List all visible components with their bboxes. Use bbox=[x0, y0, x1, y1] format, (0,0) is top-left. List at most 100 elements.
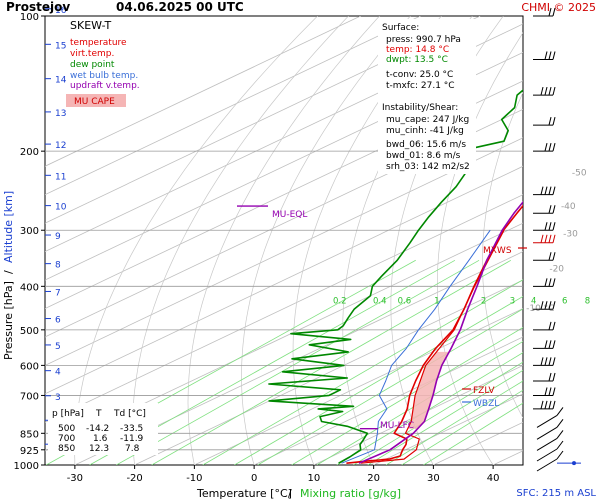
wind-barb-flag bbox=[552, 321, 556, 330]
y-tick-label: 700 bbox=[20, 391, 39, 402]
wind-barb-flag bbox=[552, 357, 556, 366]
isotherm-line bbox=[45, 194, 523, 423]
wind-barb-flag bbox=[552, 186, 556, 195]
isotherm-line bbox=[45, 16, 361, 167]
wind-barb-flag bbox=[548, 321, 552, 330]
x-axis-label-mixing-ratio: Mixing ratio [g/kg] bbox=[300, 487, 401, 500]
y-tick-label: 600 bbox=[20, 361, 39, 372]
x-tick-label: 10 bbox=[308, 473, 321, 484]
y-tick-label: 925 bbox=[20, 446, 39, 457]
mixing-ratio-line bbox=[353, 361, 523, 465]
level-table-bg bbox=[48, 403, 158, 455]
wind-barb bbox=[533, 400, 556, 410]
altitude-tick-label: 14 bbox=[55, 76, 67, 86]
mixing-ratio-line bbox=[401, 389, 523, 465]
mixing-ratio-line bbox=[316, 340, 523, 465]
legend-item-temperature: temperature bbox=[70, 38, 127, 48]
mixing-ratio-line bbox=[291, 327, 523, 465]
wind-barb bbox=[536, 430, 564, 451]
wind-barb-flag bbox=[548, 186, 552, 195]
wind-barb-flag bbox=[544, 340, 548, 349]
altitude-tick-label: 16 bbox=[55, 6, 67, 16]
isotherm-line bbox=[45, 222, 523, 452]
wind-barb-flag bbox=[540, 357, 544, 366]
table-cell: 12.3 bbox=[89, 444, 109, 454]
x-tick-label: 40 bbox=[487, 473, 500, 484]
wind-barb-flag bbox=[552, 372, 556, 382]
wet-bulb-line bbox=[341, 229, 491, 464]
dew-point-line bbox=[268, 89, 523, 464]
wind-barb bbox=[533, 205, 556, 214]
isotherm-line bbox=[134, 279, 523, 465]
wind-barb-staff bbox=[536, 448, 558, 462]
bwd-06-value: bwd_06: 15.6 m/s bbox=[386, 140, 466, 150]
wind-barb-staff bbox=[536, 438, 558, 451]
isotherm-line bbox=[194, 308, 523, 465]
wind-barb-flag bbox=[548, 387, 552, 396]
mixing-ratio-label: 2 bbox=[481, 296, 486, 306]
wind-barb-flag bbox=[556, 419, 564, 428]
wind-barb-flag bbox=[544, 143, 548, 152]
wind-barb-flag bbox=[548, 400, 552, 410]
wind-barb-flag bbox=[548, 51, 552, 60]
wind-barb bbox=[533, 222, 556, 231]
wind-barb-staff bbox=[536, 426, 558, 440]
wind-barb-flag bbox=[556, 407, 564, 416]
y-axis-label-altitude: Altitude [km] bbox=[2, 191, 15, 263]
cape-area bbox=[407, 351, 450, 429]
wind-barb-flag bbox=[544, 186, 548, 195]
wind-barb bbox=[533, 301, 556, 310]
wind-barb bbox=[533, 51, 556, 61]
wind-barb bbox=[533, 278, 556, 287]
mixing-ratio-line bbox=[367, 369, 523, 465]
wind-barb-flag bbox=[552, 301, 556, 310]
updraft-line bbox=[358, 200, 523, 464]
wind-barb-flag bbox=[552, 278, 556, 287]
table-cell: -33.5 bbox=[120, 424, 143, 434]
x-tick-label: -20 bbox=[126, 473, 142, 484]
mu-eql-label: MU-EQL bbox=[272, 210, 307, 220]
level-table: p [hPa] T Td [°C] 500 -14.2 -33.5 700 1.… bbox=[48, 403, 158, 455]
isotherm-label: -50 bbox=[572, 168, 587, 178]
table-header-t: T bbox=[95, 409, 102, 419]
wind-barb-flag bbox=[552, 222, 556, 231]
mixing-ratio-label: 3 bbox=[510, 296, 515, 306]
wind-barb-flag bbox=[556, 450, 564, 460]
altitude-tick-label: 4 bbox=[55, 368, 61, 378]
wind-barb-flag bbox=[544, 357, 548, 366]
wind-barb-flag bbox=[540, 186, 544, 195]
wind-barb-flag bbox=[540, 234, 544, 243]
mu-lfc-label: MU-LFC bbox=[380, 421, 414, 431]
table-cell: 850 bbox=[58, 444, 75, 454]
y-tick-label: 1000 bbox=[14, 461, 39, 472]
wind-barb bbox=[536, 419, 564, 440]
y-tick-label: 400 bbox=[20, 282, 39, 293]
wind-barb-flag bbox=[552, 86, 556, 96]
wind-barb-flag bbox=[548, 117, 552, 126]
wind-barb-flag bbox=[552, 234, 556, 243]
surface-tmxfc: t-mxfc: 27.1 °C bbox=[386, 81, 455, 91]
legend-title: SKEW-T bbox=[70, 19, 112, 32]
y-tick-label: 100 bbox=[20, 12, 39, 23]
wind-barb bbox=[533, 143, 556, 152]
wind-barb bbox=[533, 372, 556, 382]
fzlv-label: FZLV bbox=[473, 386, 495, 396]
mixing-ratio-line bbox=[386, 380, 523, 465]
wind-barb-flag bbox=[556, 440, 564, 450]
wind-barb-flag bbox=[544, 222, 548, 231]
isotherm-line bbox=[45, 80, 523, 309]
altitude-tick-label: 9 bbox=[55, 232, 61, 242]
dry-adiabat-line bbox=[482, 91, 523, 419]
wind-barb-flag bbox=[544, 301, 548, 310]
mixing-ratio-line bbox=[202, 279, 523, 465]
legend-item-virt-temp: virt.temp. bbox=[70, 49, 114, 59]
bwd-01-value: bwd_01: 8.6 m/s bbox=[386, 151, 461, 161]
legend-item-dew-point: dew point bbox=[70, 60, 115, 70]
y-axis-label-pressure: Pressure [hPa] bbox=[2, 281, 15, 360]
wind-barb bbox=[533, 7, 556, 17]
wind-barb bbox=[533, 387, 556, 396]
wind-barb bbox=[533, 357, 556, 366]
wind-barb-flag bbox=[552, 7, 556, 17]
wind-barb-flag bbox=[552, 252, 556, 261]
